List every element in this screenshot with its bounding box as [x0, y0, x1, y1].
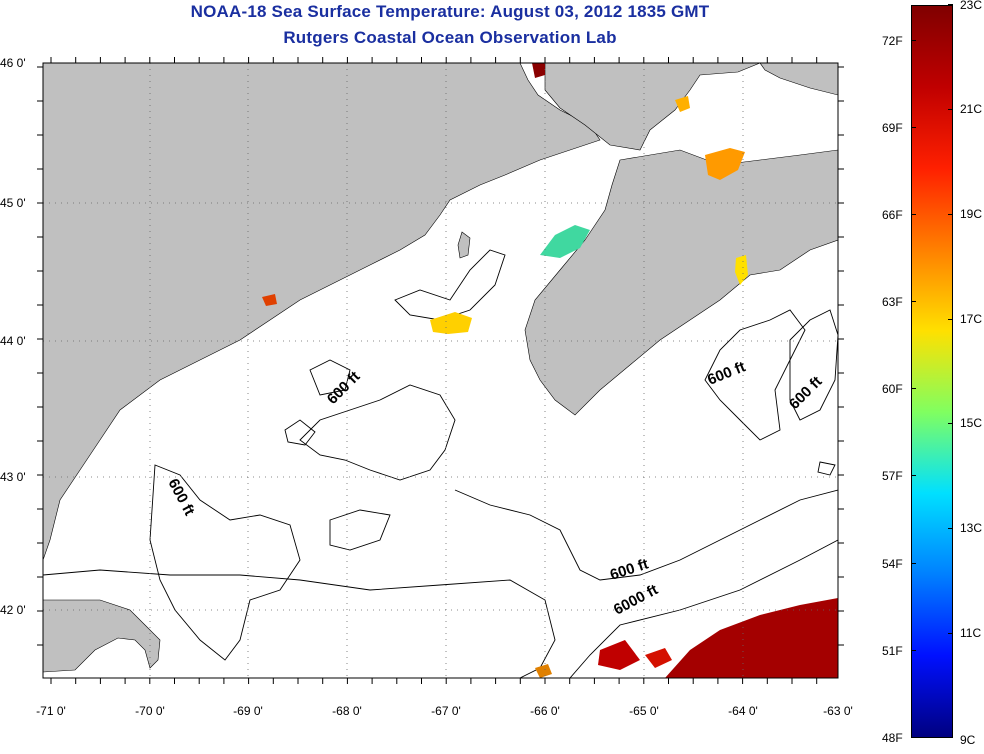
land-cape-cod — [43, 599, 161, 673]
colorbar-tick-f-6 — [911, 563, 916, 564]
sst-patch-minas-basin — [705, 148, 745, 180]
colorbar-tick-f-4 — [911, 388, 916, 389]
colorbar-tick-c-5 — [948, 528, 953, 529]
lat-label-44: 44 0' — [0, 334, 26, 348]
lon-label-63: -63 0' — [823, 704, 853, 718]
sst-patch-southwest — [535, 664, 552, 678]
colorbar-label-21c: 21C — [960, 102, 983, 116]
land-grand-manan — [457, 231, 471, 259]
lat-label-45: 45 0' — [0, 196, 26, 210]
lon-label-65: -65 0' — [629, 704, 659, 718]
colorbar-label-9c: 9C — [960, 733, 976, 747]
bathymetry-contours — [43, 249, 838, 678]
colorbar-label-69f: 69F — [882, 121, 903, 135]
colorbar-label-15c: 15C — [960, 416, 983, 430]
colorbar-label-23c: 23C — [960, 0, 983, 12]
colorbar-tick-f-2 — [911, 214, 916, 215]
colorbar-tick-f-1 — [911, 127, 916, 128]
colorbar-tick-f-3 — [911, 301, 916, 302]
lon-label-68: -68 0' — [332, 704, 362, 718]
colorbar-tick-c-1 — [948, 109, 953, 110]
sst-patch-bay-of-fundy — [540, 225, 590, 258]
colorbar-tick-c-0 — [948, 4, 953, 5]
colorbar-label-63f: 63F — [882, 295, 903, 309]
sst-patch-nova-scotia-coast — [735, 255, 748, 285]
map-frame — [42, 62, 839, 679]
lat-label-46: 46 0' — [0, 56, 26, 70]
colorbar-label-17c: 17C — [960, 312, 983, 326]
colorbar-label-13c: 13C — [960, 521, 983, 535]
lon-label-70: -70 0' — [135, 704, 165, 718]
colorbar-label-48f: 48F — [882, 731, 903, 745]
lon-label-69: -69 0' — [233, 704, 263, 718]
colorbar-label-54f: 54F — [882, 557, 903, 571]
colorbar-label-72f: 72F — [882, 34, 903, 48]
lat-label-42: 42 0' — [0, 603, 26, 617]
sst-patch-east-maine — [430, 312, 472, 334]
colorbar-label-19c: 19C — [960, 207, 983, 221]
frame-ticks — [37, 57, 844, 684]
land-pei — [759, 63, 838, 96]
colorbar-tick-c-4 — [948, 423, 953, 424]
sst-patch-red — [532, 63, 545, 78]
lon-label-71: -71 0' — [36, 704, 66, 718]
lon-label-64: -64 0' — [728, 704, 758, 718]
chart-title: NOAA-18 Sea Surface Temperature: August … — [190, 2, 710, 21]
chart-subtitle: Rutgers Coastal Ocean Observation Lab — [283, 28, 617, 47]
lon-label-67: -67 0' — [431, 704, 461, 718]
color-scale-bar — [911, 5, 953, 738]
warm-water-gulf-stream — [665, 598, 838, 678]
sst-patch-north — [675, 96, 690, 112]
colorbar-tick-f-0 — [911, 40, 916, 41]
lon-label-66: -66 0' — [530, 704, 560, 718]
colorbar-label-60f: 60F — [882, 382, 903, 396]
colorbar-label-51f: 51F — [882, 644, 903, 658]
lat-label-43: 43 0' — [0, 470, 26, 484]
colorbar-tick-f-7 — [911, 650, 916, 651]
colorbar-tick-c-6 — [948, 633, 953, 634]
land-new-brunswick-north — [544, 63, 761, 151]
graticule — [43, 63, 838, 678]
colorbar-tick-f-5 — [911, 475, 916, 476]
sst-patch-coastal — [262, 294, 277, 306]
colorbar-label-57f: 57F — [882, 469, 903, 483]
colorbar-tick-c-2 — [948, 214, 953, 215]
colorbar-label-66f: 66F — [882, 208, 903, 222]
warm-water-patch-small — [645, 648, 672, 668]
colorbar-tick-c-3 — [948, 319, 953, 320]
colorbar-label-11c: 11C — [960, 626, 982, 640]
land-nova-scotia — [524, 149, 838, 416]
warm-water-patch — [598, 640, 640, 670]
